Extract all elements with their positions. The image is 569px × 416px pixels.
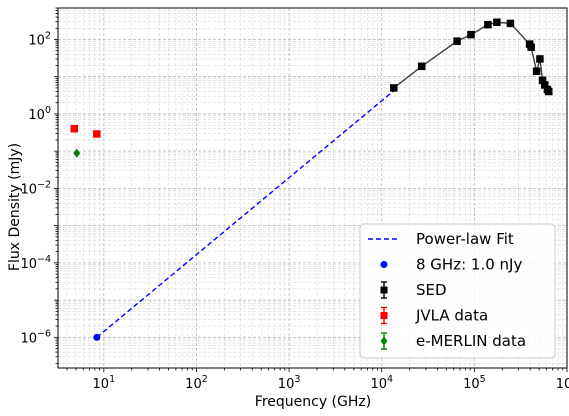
series-power-law-fit — [96, 90, 395, 338]
y-tick-label: 10−6 — [20, 328, 51, 346]
legend-label: 8 GHz: 1.0 nJy — [416, 256, 522, 274]
series-8-ghz-1-0-njy — [93, 333, 101, 341]
legend-label: Power-law Fit — [416, 230, 514, 248]
legend-label: SED — [416, 281, 447, 299]
legend-label: e-MERLIN data — [416, 332, 526, 350]
data-point — [73, 148, 81, 158]
legend-entry: SED — [380, 281, 447, 299]
data-point — [484, 20, 492, 29]
legend: Power-law Fit 8 GHz: 1.0 nJy SED JVLA data e… — [359, 223, 556, 359]
data-point — [93, 130, 101, 138]
data-point — [540, 81, 549, 89]
y-tick-label: 10−4 — [20, 254, 51, 272]
legend-marker — [380, 261, 388, 268]
data-point — [536, 55, 544, 63]
legend-marker — [380, 312, 388, 319]
x-tick-label: 103 — [278, 374, 301, 392]
x-tick-label: 102 — [185, 374, 208, 392]
data-point — [544, 87, 553, 96]
x-tick-label: 101 — [93, 374, 116, 392]
y-tick-label: 102 — [28, 30, 51, 48]
data-point — [70, 124, 79, 133]
data-point — [453, 37, 461, 45]
y-axis-label: Flux Density (mJy) — [7, 143, 23, 271]
legend-entry: JVLA data — [380, 307, 488, 325]
legend-label: JVLA data — [415, 307, 488, 325]
fit-line — [96, 90, 395, 338]
legend-entry: e-MERLIN data — [380, 332, 526, 350]
data-point — [527, 43, 535, 51]
series-sed — [390, 18, 553, 96]
x-tick-label: 106 — [556, 374, 569, 392]
x-tick-label: 105 — [463, 374, 486, 392]
y-tick-label: 10−2 — [20, 179, 51, 197]
series-jvla-data — [70, 124, 101, 138]
data-point — [493, 18, 501, 26]
legend-entry: Power-law Fit — [368, 230, 514, 248]
data-point — [93, 333, 101, 341]
y-tick-label: 100 — [28, 105, 51, 123]
x-axis-label: Frequency (GHz) — [255, 394, 371, 410]
data-point — [538, 76, 547, 85]
data-point — [390, 84, 398, 92]
legend-box — [359, 223, 556, 359]
data-point — [532, 67, 541, 76]
series-e-merlin-data — [73, 148, 81, 158]
legend-entry: 8 GHz: 1.0 nJy — [380, 256, 522, 274]
legend-marker — [380, 336, 388, 346]
legend-marker — [380, 286, 388, 294]
data-point — [506, 19, 515, 28]
x-tick-label: 104 — [370, 374, 393, 392]
data-point — [417, 62, 426, 71]
series-layer — [70, 18, 553, 341]
data-point — [467, 30, 475, 39]
axis-ticks: 101 102 103 104 105 106 10−6 10−4 10−2 100 102 — [20, 7, 569, 392]
